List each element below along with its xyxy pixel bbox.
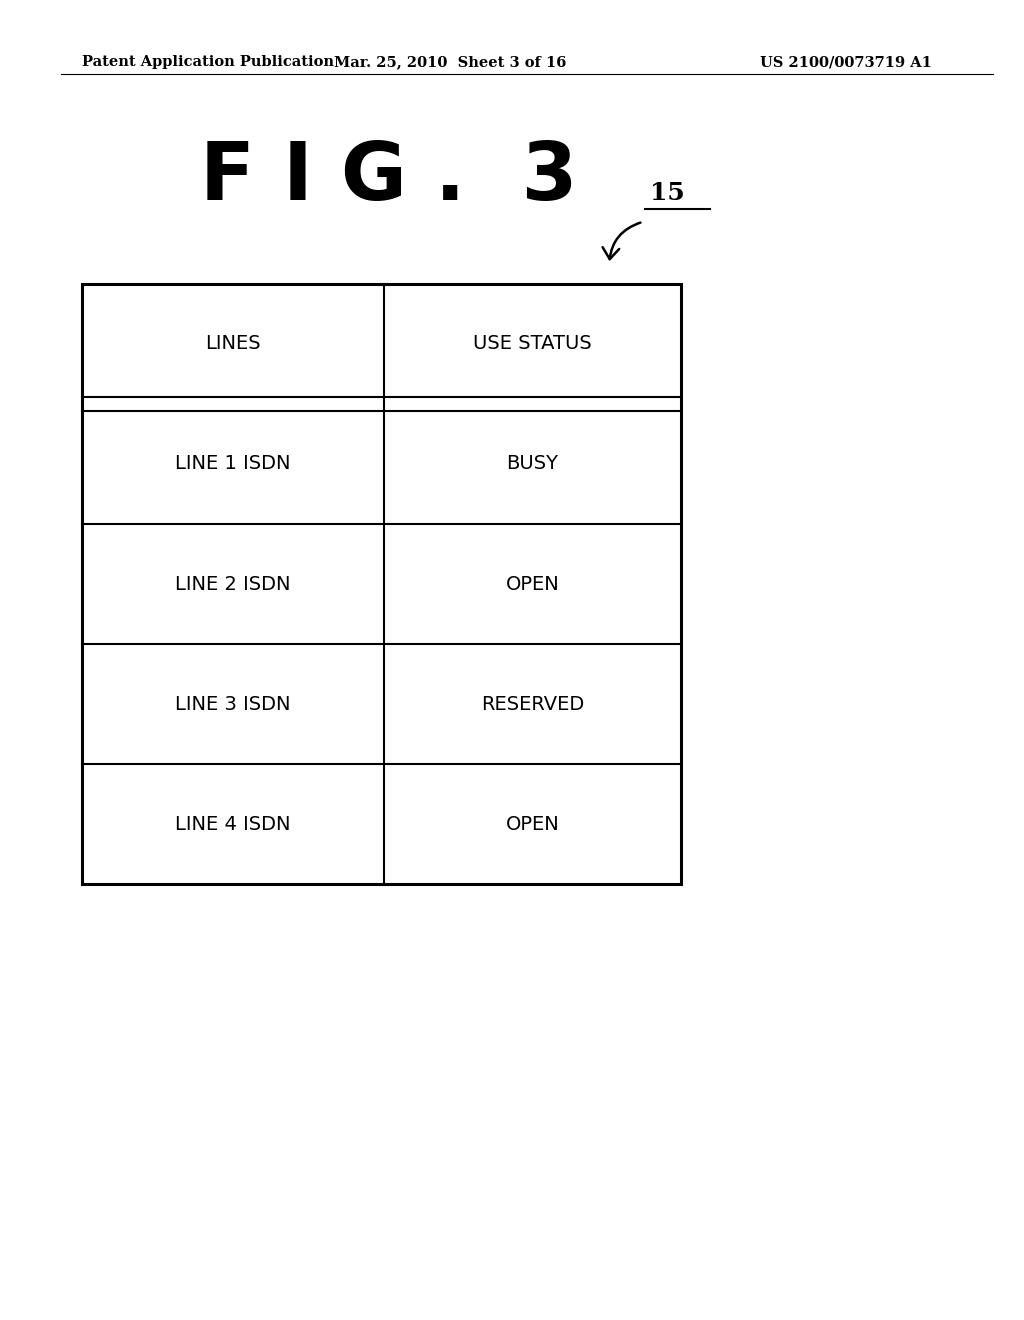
Text: Patent Application Publication: Patent Application Publication (82, 55, 334, 70)
Text: LINE 1 ISDN: LINE 1 ISDN (175, 454, 291, 474)
Text: RESERVED: RESERVED (481, 694, 584, 714)
Text: BUSY: BUSY (507, 454, 558, 474)
Text: LINE 2 ISDN: LINE 2 ISDN (175, 574, 291, 594)
Bar (82, 284, 681, 884)
Text: OPEN: OPEN (506, 814, 559, 834)
Text: LINES: LINES (205, 334, 261, 354)
Text: LINE 3 ISDN: LINE 3 ISDN (175, 694, 291, 714)
Text: LINE 4 ISDN: LINE 4 ISDN (175, 814, 291, 834)
Text: 15: 15 (650, 181, 685, 205)
FancyArrowPatch shape (602, 223, 640, 259)
Text: US 2100/0073719 A1: US 2100/0073719 A1 (760, 55, 932, 70)
Text: Mar. 25, 2010  Sheet 3 of 16: Mar. 25, 2010 Sheet 3 of 16 (335, 55, 566, 70)
Text: F I G .  3: F I G . 3 (201, 139, 578, 218)
Text: USE STATUS: USE STATUS (473, 334, 592, 354)
Text: OPEN: OPEN (506, 574, 559, 594)
